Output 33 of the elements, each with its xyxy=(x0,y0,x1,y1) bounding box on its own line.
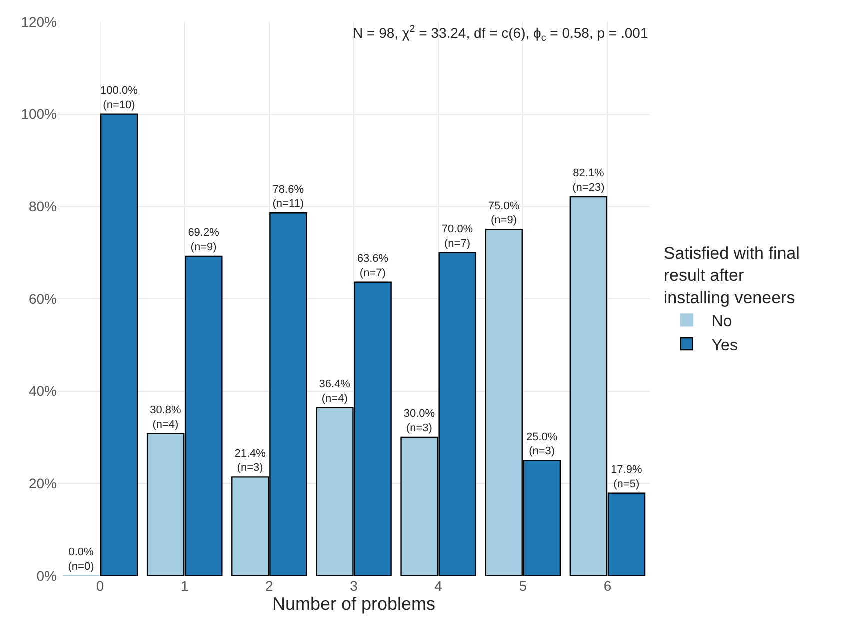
y-tick-label: 100% xyxy=(21,106,57,122)
data-label: 78.6% (n=11) xyxy=(272,184,304,210)
data-label: 75.0% (n=9) xyxy=(488,200,520,227)
data-label: 69.2% (n=9) xyxy=(188,227,220,254)
y-tick-label: 120% xyxy=(21,14,57,30)
legend-label: Yes xyxy=(712,337,738,354)
data-label: 0.0% (n=0) xyxy=(68,546,94,573)
legend-title: Satisfied with final result after installing veneers xyxy=(664,244,800,308)
data-label: 63.6% (n=7) xyxy=(357,253,389,280)
y-tick-label: 20% xyxy=(28,476,57,492)
y-tick-label: 40% xyxy=(28,383,57,400)
x-tick-label: 3 xyxy=(350,578,358,594)
x-tick-label: 6 xyxy=(604,578,612,594)
data-label: 21.4% (n=3) xyxy=(234,448,266,474)
legend-label: No xyxy=(712,313,732,330)
data-label: 30.8% (n=4) xyxy=(150,404,182,431)
y-tick-label: 80% xyxy=(28,198,57,215)
y-tick-label: 60% xyxy=(28,290,57,307)
data-label: 82.1% (n=23) xyxy=(572,168,605,194)
data-label: 100.0% (n=10) xyxy=(100,85,138,112)
data-label: 17.9% (n=5) xyxy=(611,464,642,490)
x-axis-title: Number of problems xyxy=(272,594,436,614)
data-label: 30.0% (n=3) xyxy=(404,408,436,434)
y-tick-label: 0% xyxy=(36,568,57,584)
x-tick-label: 4 xyxy=(434,578,443,594)
data-label: 36.4% (n=4) xyxy=(319,378,351,405)
data-label: 70.0% (n=7) xyxy=(442,224,474,250)
data-label: 25.0% (n=3) xyxy=(526,431,558,458)
x-tick-label: 1 xyxy=(180,578,189,594)
x-tick-label: 0 xyxy=(96,578,104,594)
x-tick-label: 5 xyxy=(519,578,528,594)
annotation: N = 98, χ$^{2}$ = 33.24, df = c(6), ϕ$_{c}$ = 0.58, p = .001 xyxy=(353,24,648,44)
x-tick-label: 2 xyxy=(266,578,274,594)
